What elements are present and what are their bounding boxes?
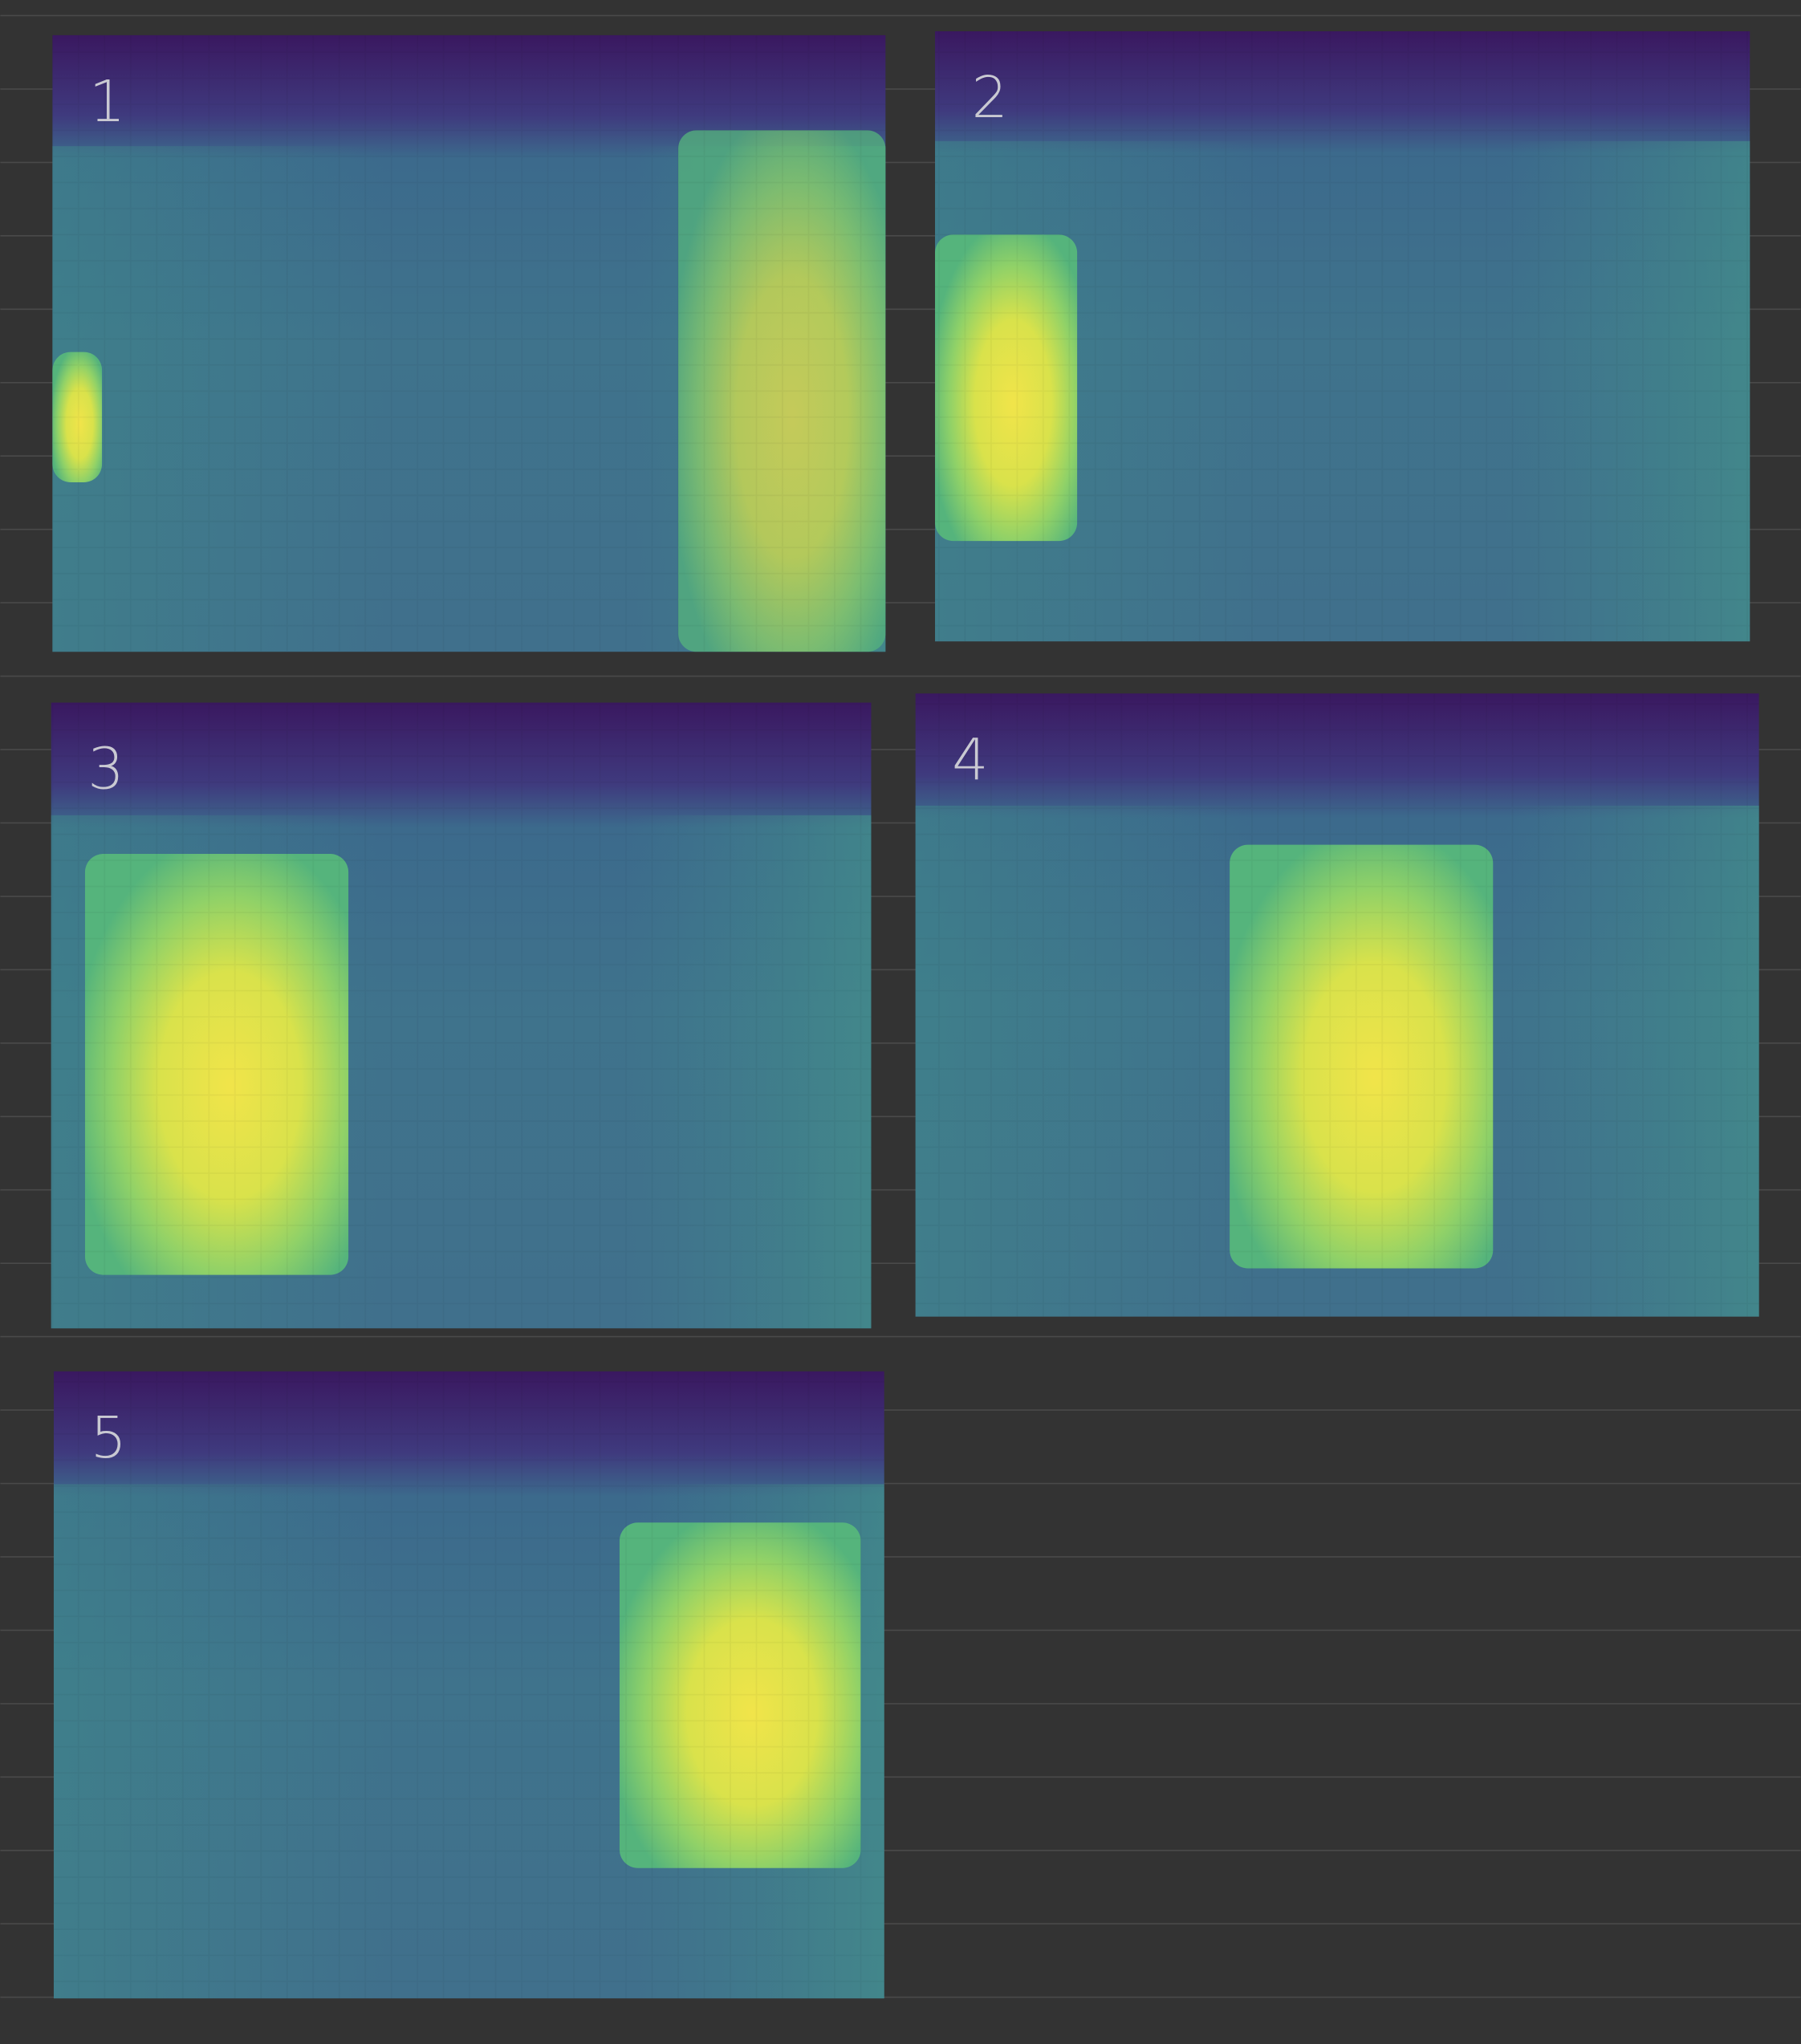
heatmap-panel: 1 [52, 35, 886, 652]
heatmap-panel: 4 [915, 693, 1759, 1317]
panel-label: 4 [952, 726, 988, 793]
panels: 1 2 3 4 5 [51, 30, 1759, 1999]
panel-label: 3 [87, 736, 124, 803]
pixel-grid [935, 30, 1750, 642]
heatmap-panel: 5 [53, 1371, 884, 1999]
panel-label: 5 [90, 1404, 126, 1471]
pixel-grid [53, 1371, 884, 1999]
heatmap-panel: 2 [935, 30, 1750, 642]
panel-label: 1 [89, 68, 125, 135]
panel-label: 2 [972, 64, 1008, 131]
heatmap-panel: 3 [51, 702, 872, 1329]
pixel-grid [52, 35, 886, 652]
pixel-grid [51, 702, 872, 1329]
pixel-grid [915, 693, 1759, 1317]
